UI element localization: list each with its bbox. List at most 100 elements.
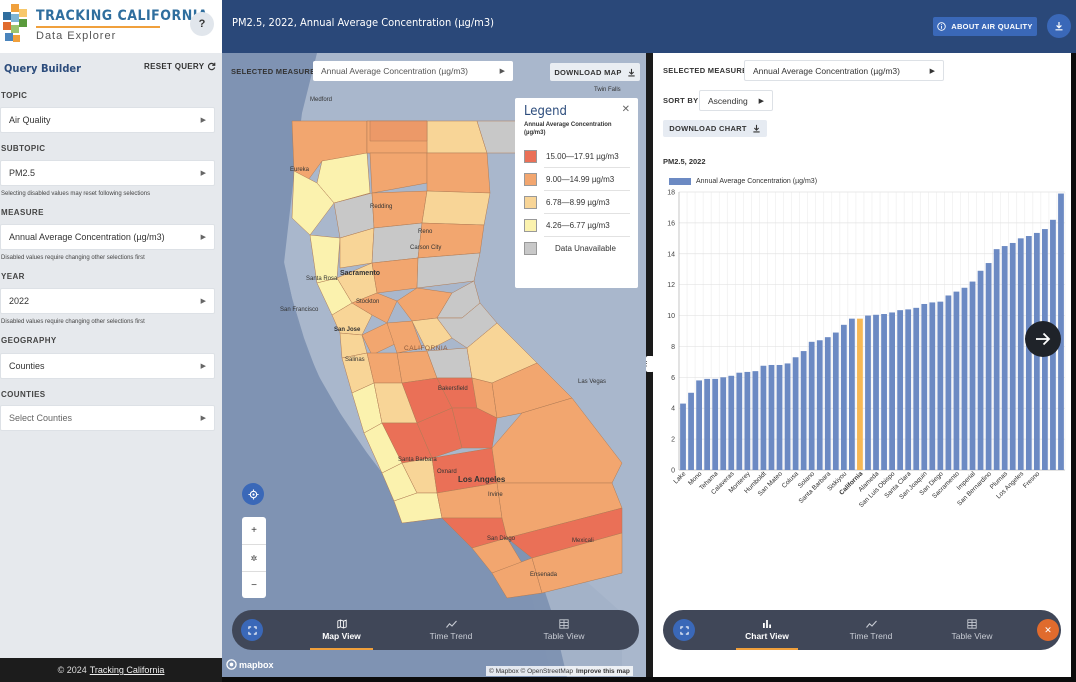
bar[interactable] bbox=[977, 270, 984, 470]
year-select[interactable]: 2022 ▶ bbox=[0, 288, 215, 314]
about-air-quality-button[interactable]: ABOUT AIR QUALITY bbox=[933, 17, 1037, 36]
map-panel[interactable]: Medford Eureka Redding Twin Falls Reno C… bbox=[222, 53, 646, 677]
bar[interactable] bbox=[889, 312, 895, 470]
bar[interactable] bbox=[832, 332, 839, 470]
bar[interactable] bbox=[752, 371, 759, 470]
legend-item[interactable]: Data Unavailable bbox=[524, 241, 630, 255]
geography-select[interactable]: Counties ▶ bbox=[0, 353, 215, 379]
close-icon[interactable]: ✕ bbox=[621, 104, 630, 115]
drag-handle-icon[interactable]: ⋮⋮ bbox=[643, 356, 657, 372]
zoom-in-button[interactable]: + bbox=[242, 517, 266, 544]
mapbox-logo[interactable]: mapbox bbox=[226, 659, 274, 670]
legend-item-label: Data Unavailable bbox=[555, 243, 616, 253]
bar[interactable] bbox=[905, 309, 912, 470]
bar[interactable] bbox=[1017, 238, 1024, 470]
bar[interactable] bbox=[881, 314, 887, 470]
bar[interactable] bbox=[720, 377, 727, 470]
bar[interactable] bbox=[1058, 193, 1064, 471]
bar[interactable] bbox=[849, 318, 855, 470]
legend-item-label: 6.78—8.99 µg/m3 bbox=[546, 197, 610, 207]
subtopic-select[interactable]: PM2.5 ▶ bbox=[0, 160, 215, 186]
bar-highlight[interactable] bbox=[857, 318, 863, 470]
legend-divider bbox=[544, 213, 630, 214]
bar[interactable] bbox=[921, 303, 928, 470]
tab-table-view[interactable]: Table View bbox=[942, 610, 1002, 650]
chart-measure-select[interactable]: Annual Average Concentration (µg/m3) ▶ bbox=[744, 60, 944, 81]
bar[interactable] bbox=[873, 314, 879, 470]
place-label: San Diego bbox=[487, 536, 516, 542]
bar[interactable] bbox=[961, 287, 968, 470]
tab-time-trend[interactable]: Time Trend bbox=[841, 610, 901, 650]
measure-select[interactable]: Annual Average Concentration (µg/m3) ▶ bbox=[0, 224, 215, 250]
bar[interactable] bbox=[744, 371, 751, 470]
bar[interactable] bbox=[1009, 242, 1016, 470]
bar[interactable] bbox=[760, 365, 767, 470]
reset-query-button[interactable]: RESET QUERY bbox=[144, 62, 216, 71]
bar[interactable] bbox=[816, 340, 823, 470]
bar[interactable] bbox=[969, 281, 976, 470]
download-map-button[interactable]: DOWNLOAD MAP bbox=[550, 63, 640, 81]
close-panel-button[interactable]: ✕ bbox=[1037, 619, 1059, 641]
bar[interactable] bbox=[929, 302, 936, 470]
sort-select[interactable]: Ascending ▶ bbox=[699, 90, 773, 111]
download-button[interactable] bbox=[1047, 14, 1071, 38]
bar[interactable] bbox=[768, 364, 775, 470]
bar[interactable] bbox=[704, 378, 711, 470]
tab-label: Time Trend bbox=[429, 630, 473, 641]
zoom-out-button[interactable]: − bbox=[242, 571, 266, 598]
bar[interactable] bbox=[953, 291, 960, 470]
next-button[interactable] bbox=[1025, 321, 1061, 357]
legend-item[interactable]: 15.00—17.91 µg/m3 bbox=[524, 149, 630, 163]
legend-item[interactable]: 4.26—6.77 µg/m3 bbox=[524, 218, 630, 232]
tab-map-view[interactable]: Map View bbox=[310, 610, 373, 650]
bar[interactable] bbox=[696, 380, 702, 470]
bar[interactable] bbox=[728, 375, 735, 470]
bar[interactable] bbox=[792, 357, 799, 470]
bar[interactable] bbox=[945, 295, 952, 470]
bar[interactable] bbox=[985, 263, 992, 470]
place-label: Ensenada bbox=[530, 572, 558, 578]
tab-time-trend[interactable]: Time Trend bbox=[421, 610, 481, 650]
bar[interactable] bbox=[1025, 236, 1032, 470]
fullscreen-button[interactable] bbox=[673, 619, 695, 641]
bar[interactable] bbox=[913, 307, 920, 470]
download-icon bbox=[1055, 22, 1063, 31]
reset-bearing-button[interactable]: ✲ bbox=[242, 544, 266, 571]
fullscreen-button[interactable] bbox=[241, 619, 263, 641]
bar[interactable] bbox=[937, 301, 944, 470]
bar[interactable] bbox=[993, 249, 1000, 470]
bar[interactable] bbox=[712, 378, 719, 470]
counties-select[interactable]: Select Counties ▶ bbox=[0, 405, 215, 431]
county-plumas bbox=[421, 190, 491, 226]
tab-label: Table View bbox=[951, 631, 993, 641]
bar[interactable] bbox=[824, 337, 831, 470]
bar[interactable] bbox=[736, 372, 743, 470]
map-measure-select[interactable]: Annual Average Concentration (µg/m3) ▶ bbox=[313, 61, 513, 81]
legend-item[interactable]: 6.78—8.99 µg/m3 bbox=[524, 195, 630, 209]
bar[interactable] bbox=[800, 351, 807, 470]
bar[interactable] bbox=[840, 324, 847, 470]
bar[interactable] bbox=[784, 363, 791, 470]
bar[interactable] bbox=[808, 341, 815, 470]
tracking-california-link[interactable]: Tracking California bbox=[89, 665, 165, 675]
tab-chart-view[interactable]: Chart View bbox=[736, 610, 798, 650]
improve-map-link[interactable]: Improve this map bbox=[576, 667, 630, 675]
bar[interactable] bbox=[680, 403, 686, 470]
attribution-text[interactable]: © Mapbox © OpenStreetMap bbox=[489, 667, 574, 675]
legend-swatch bbox=[524, 241, 537, 255]
table-icon bbox=[967, 619, 977, 629]
bar[interactable] bbox=[688, 392, 694, 470]
legend-item[interactable]: 9.00—14.99 µg/m3 bbox=[524, 172, 630, 186]
bar[interactable] bbox=[1001, 246, 1008, 470]
locate-button[interactable] bbox=[242, 483, 264, 505]
subtopic-hint: Selecting disabled values may reset foll… bbox=[1, 191, 151, 197]
help-button[interactable]: ? bbox=[190, 12, 214, 36]
topic-select[interactable]: Air Quality ▶ bbox=[0, 107, 215, 133]
subtopic-value: PM2.5 bbox=[9, 168, 36, 178]
bar[interactable] bbox=[865, 315, 871, 470]
download-chart-button[interactable]: DOWNLOAD CHART bbox=[663, 120, 767, 137]
tab-table-view[interactable]: Table View bbox=[534, 610, 594, 650]
bar[interactable] bbox=[776, 364, 783, 470]
bar[interactable] bbox=[897, 310, 904, 470]
